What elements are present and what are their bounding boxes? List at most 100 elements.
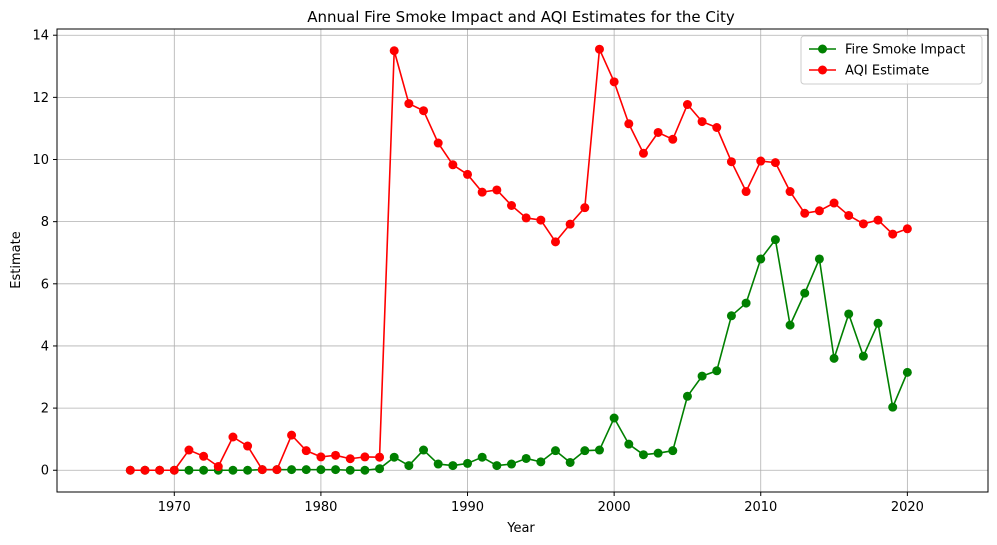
data-point-aqi-estimate	[829, 198, 839, 208]
data-point-fire-smoke-impact	[301, 465, 311, 475]
data-point-aqi-estimate	[419, 106, 429, 116]
data-point-fire-smoke-impact	[463, 458, 473, 468]
legend: Fire Smoke Impact AQI Estimate	[800, 35, 983, 85]
data-point-fire-smoke-impact	[624, 439, 634, 449]
series-line-aqi-estimate	[130, 48, 908, 472]
data-point-fire-smoke-impact	[419, 445, 429, 455]
data-point-aqi-estimate	[770, 158, 780, 168]
y-tick-label: 14	[32, 29, 49, 44]
data-point-aqi-estimate	[169, 465, 179, 475]
data-point-aqi-estimate	[316, 452, 326, 462]
legend-marker-aqi	[818, 65, 827, 75]
data-point-aqi-estimate	[125, 465, 135, 475]
data-point-aqi-estimate	[902, 224, 912, 234]
data-point-aqi-estimate	[668, 134, 678, 144]
legend-box	[800, 35, 983, 85]
data-point-aqi-estimate	[331, 450, 341, 460]
data-point-aqi-estimate	[653, 127, 663, 137]
data-point-aqi-estimate	[609, 77, 619, 87]
data-point-aqi-estimate	[638, 148, 648, 158]
data-point-aqi-estimate	[624, 119, 634, 129]
data-point-aqi-estimate	[888, 229, 898, 239]
data-point-aqi-estimate	[243, 441, 253, 451]
data-point-aqi-estimate	[360, 452, 370, 462]
data-point-fire-smoke-impact	[580, 446, 590, 456]
data-point-fire-smoke-impact	[785, 320, 795, 330]
data-point-aqi-estimate	[228, 432, 238, 442]
data-point-aqi-estimate	[550, 237, 560, 247]
data-point-fire-smoke-impact	[375, 464, 385, 474]
data-point-aqi-estimate	[213, 462, 223, 472]
y-tick-label: 10	[32, 153, 49, 168]
data-point-aqi-estimate	[785, 187, 795, 197]
data-point-fire-smoke-impact	[404, 461, 414, 471]
data-point-aqi-estimate	[389, 46, 399, 56]
data-point-aqi-estimate	[507, 201, 516, 210]
data-point-fire-smoke-impact	[814, 254, 824, 264]
data-point-fire-smoke-impact	[888, 402, 898, 412]
y-tick-label: 4	[41, 339, 49, 354]
data-point-aqi-estimate	[345, 454, 355, 464]
data-point-fire-smoke-impact	[389, 452, 399, 462]
x-tick-label: 2010	[744, 500, 777, 515]
y-tick-label: 2	[41, 402, 49, 417]
y-axis-label: Estimate	[9, 231, 24, 288]
data-point-aqi-estimate	[726, 157, 736, 167]
data-point-fire-smoke-impact	[199, 465, 209, 475]
legend-label-aqi: AQI Estimate	[845, 64, 929, 79]
data-point-aqi-estimate	[682, 100, 692, 110]
data-point-fire-smoke-impact	[507, 459, 516, 469]
data-point-aqi-estimate	[477, 187, 487, 197]
data-point-aqi-estimate	[858, 219, 868, 229]
legend-marker-fire-smoke	[818, 44, 827, 54]
data-point-fire-smoke-impact	[653, 448, 663, 458]
data-point-aqi-estimate	[287, 430, 297, 440]
data-point-fire-smoke-impact	[536, 457, 546, 467]
y-tick-label: 6	[41, 277, 49, 292]
data-point-aqi-estimate	[741, 187, 751, 197]
data-point-aqi-estimate	[814, 206, 824, 216]
data-point-fire-smoke-impact	[756, 254, 766, 264]
x-tick-label: 1990	[451, 500, 484, 515]
data-point-fire-smoke-impact	[770, 235, 780, 245]
plot-frame	[56, 28, 989, 493]
x-tick-label: 1970	[158, 500, 191, 515]
data-point-aqi-estimate	[433, 138, 443, 148]
data-point-fire-smoke-impact	[184, 465, 194, 475]
data-point-aqi-estimate	[712, 123, 722, 132]
y-axis: 0 2 4 6 8 10 12 14	[32, 29, 57, 479]
data-point-fire-smoke-impact	[726, 311, 736, 321]
data-point-fire-smoke-impact	[345, 465, 355, 475]
data-point-fire-smoke-impact	[712, 366, 722, 376]
data-point-fire-smoke-impact	[433, 459, 443, 469]
data-point-aqi-estimate	[492, 185, 502, 195]
data-point-aqi-estimate	[404, 99, 414, 109]
data-point-fire-smoke-impact	[829, 353, 839, 363]
grid	[57, 29, 988, 492]
data-point-fire-smoke-impact	[594, 445, 604, 455]
data-point-aqi-estimate	[184, 445, 194, 455]
data-point-fire-smoke-impact	[316, 465, 326, 475]
data-point-aqi-estimate	[756, 156, 766, 166]
data-point-fire-smoke-impact	[448, 461, 458, 471]
data-point-aqi-estimate	[272, 465, 282, 475]
data-point-fire-smoke-impact	[550, 446, 560, 456]
data-point-fire-smoke-impact	[844, 309, 854, 319]
y-tick-label: 8	[41, 215, 49, 230]
series-layer	[125, 44, 912, 475]
data-point-fire-smoke-impact	[609, 413, 619, 423]
x-axis-label: Year	[506, 521, 535, 536]
data-point-fire-smoke-impact	[565, 457, 575, 467]
data-point-aqi-estimate	[844, 210, 854, 220]
data-point-aqi-estimate	[873, 215, 883, 225]
data-point-fire-smoke-impact	[360, 465, 370, 475]
data-point-aqi-estimate	[536, 215, 546, 225]
data-point-fire-smoke-impact	[800, 288, 810, 298]
data-point-fire-smoke-impact	[521, 453, 531, 463]
data-point-aqi-estimate	[565, 219, 575, 229]
data-point-aqi-estimate	[448, 160, 458, 170]
y-tick-label: 12	[32, 91, 49, 106]
data-point-aqi-estimate	[257, 465, 267, 475]
data-point-fire-smoke-impact	[858, 351, 868, 361]
